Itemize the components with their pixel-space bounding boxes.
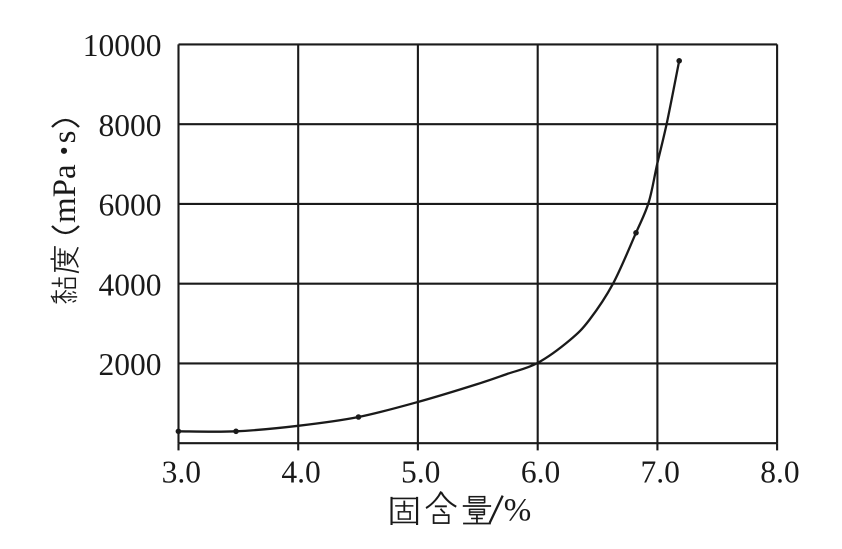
svg-text:s: s: [47, 130, 83, 143]
svg-text:4000: 4000: [99, 267, 162, 302]
svg-text:7.0: 7.0: [641, 454, 680, 489]
svg-text:4.0: 4.0: [281, 454, 320, 489]
svg-text:8000: 8000: [99, 108, 162, 143]
svg-text:%: %: [504, 493, 532, 529]
svg-text:2000: 2000: [99, 347, 162, 382]
svg-text:mPa: mPa: [47, 164, 83, 223]
svg-text:5.0: 5.0: [401, 454, 440, 489]
svg-text:3.0: 3.0: [162, 454, 201, 489]
svg-text:6.0: 6.0: [521, 454, 560, 489]
svg-text:8.0: 8.0: [760, 454, 799, 489]
svg-text:10000: 10000: [83, 28, 162, 63]
svg-text:6000: 6000: [99, 188, 162, 223]
